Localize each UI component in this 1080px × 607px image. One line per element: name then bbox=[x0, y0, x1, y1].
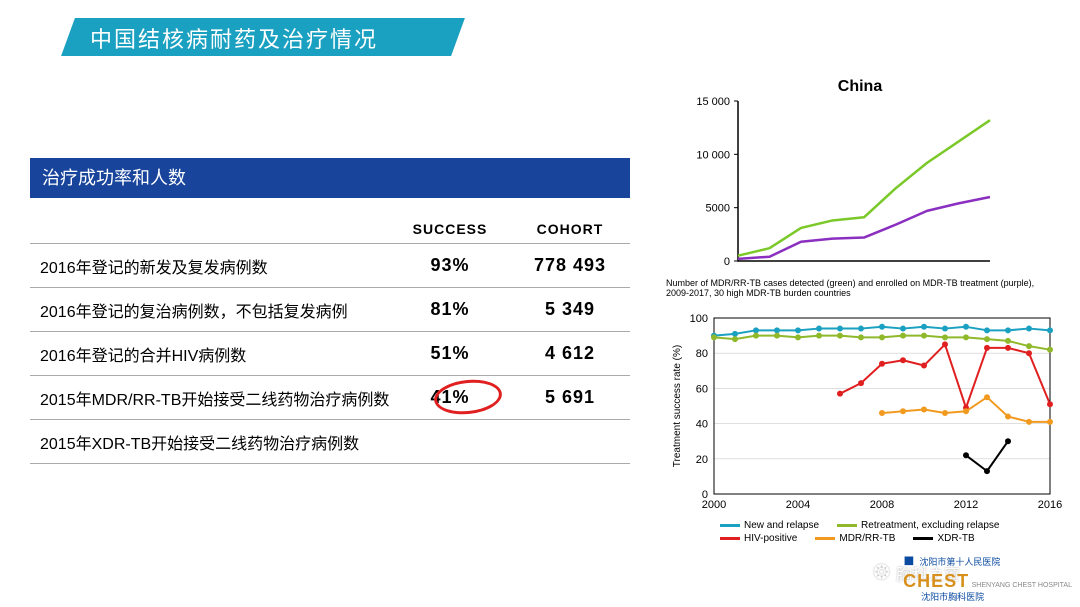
chart-top-caption: Number of MDR/RR-TB cases detected (gree… bbox=[666, 278, 1046, 298]
hospital-logo: ◆沈阳市第十人民医院 CHEST SHENYANG CHEST HOSPITAL… bbox=[903, 551, 1072, 603]
row-success: 93% bbox=[390, 255, 510, 276]
svg-text:2004: 2004 bbox=[786, 499, 810, 511]
chart-bottom: 02040608010020002004200820122016Treatmen… bbox=[666, 308, 1062, 518]
svg-text:2016: 2016 bbox=[1038, 499, 1062, 511]
row-success: 41% bbox=[390, 387, 510, 408]
subtitle-text: 治疗成功率和人数 bbox=[42, 168, 186, 188]
legend-item: Retreatment, excluding relapse bbox=[837, 520, 999, 531]
svg-text:2008: 2008 bbox=[870, 499, 894, 511]
svg-text:Treatment success rate (%): Treatment success rate (%) bbox=[672, 345, 683, 467]
watermark-icon: ❂ bbox=[873, 560, 890, 585]
data-table: SUCCESS COHORT 2016年登记的新发及复发病例数93%778 49… bbox=[30, 198, 630, 464]
legend-item: New and relapse bbox=[720, 520, 819, 531]
col-header-success: SUCCESS bbox=[390, 221, 510, 237]
hospital-brand: CHEST bbox=[903, 571, 969, 591]
row-success: 51% bbox=[390, 343, 510, 364]
legend-item: MDR/RR-TB bbox=[815, 533, 895, 544]
row-cohort: 4 612 bbox=[510, 343, 630, 364]
row-label: 2016年登记的合并HIV病例数 bbox=[30, 342, 390, 366]
row-label: 2016年登记的新发及复发病例数 bbox=[30, 254, 390, 278]
table-row: 2016年登记的复治病例数，不包括复发病例81%5 349 bbox=[30, 288, 630, 332]
chart-bottom-legend: New and relapse Retreatment, excluding re… bbox=[720, 520, 1060, 546]
col-header-cohort: COHORT bbox=[510, 221, 630, 237]
table-header-row: SUCCESS COHORT bbox=[30, 198, 630, 244]
table-row: 2015年MDR/RR-TB开始接受二线药物治疗病例数41%5 691 bbox=[30, 376, 630, 420]
svg-text:5000: 5000 bbox=[706, 203, 730, 215]
legend-item: HIV-positive bbox=[720, 533, 797, 544]
svg-text:15 000: 15 000 bbox=[696, 96, 730, 108]
row-cohort: 5 691 bbox=[510, 387, 630, 408]
svg-text:10 000: 10 000 bbox=[696, 149, 730, 161]
legend-item: XDR-TB bbox=[913, 533, 974, 544]
hospital-line2: 沈阳市胸科医院 bbox=[921, 592, 984, 602]
row-cohort: 5 349 bbox=[510, 299, 630, 320]
row-label: 2015年MDR/RR-TB开始接受二线药物治疗病例数 bbox=[30, 386, 390, 410]
svg-text:40: 40 bbox=[696, 419, 708, 431]
table-row: 2015年XDR-TB开始接受二线药物治疗病例数 bbox=[30, 420, 630, 464]
svg-text:0: 0 bbox=[724, 256, 730, 268]
svg-text:20: 20 bbox=[696, 454, 708, 466]
table-row: 2016年登记的新发及复发病例数93%778 493 bbox=[30, 244, 630, 288]
chart-top: China 0 5000 10 000 15 000 bbox=[680, 75, 1000, 275]
row-label: 2015年XDR-TB开始接受二线药物治疗病例数 bbox=[30, 430, 390, 454]
svg-text:80: 80 bbox=[696, 348, 708, 360]
row-label: 2016年登记的复治病例数，不包括复发病例 bbox=[30, 298, 390, 322]
row-success: 81% bbox=[390, 299, 510, 320]
slide-title: 中国结核病耐药及治疗情况 bbox=[90, 22, 378, 54]
svg-text:2012: 2012 bbox=[954, 499, 978, 511]
subtitle-bar: 治疗成功率和人数 bbox=[30, 158, 630, 198]
svg-text:China: China bbox=[838, 78, 883, 95]
svg-text:60: 60 bbox=[696, 383, 708, 395]
row-cohort: 778 493 bbox=[510, 255, 630, 276]
svg-text:2000: 2000 bbox=[702, 499, 726, 511]
hospital-line1: 沈阳市第十人民医院 bbox=[919, 557, 1000, 567]
svg-text:100: 100 bbox=[690, 313, 708, 325]
table-row: 2016年登记的合并HIV病例数51%4 612 bbox=[30, 332, 630, 376]
